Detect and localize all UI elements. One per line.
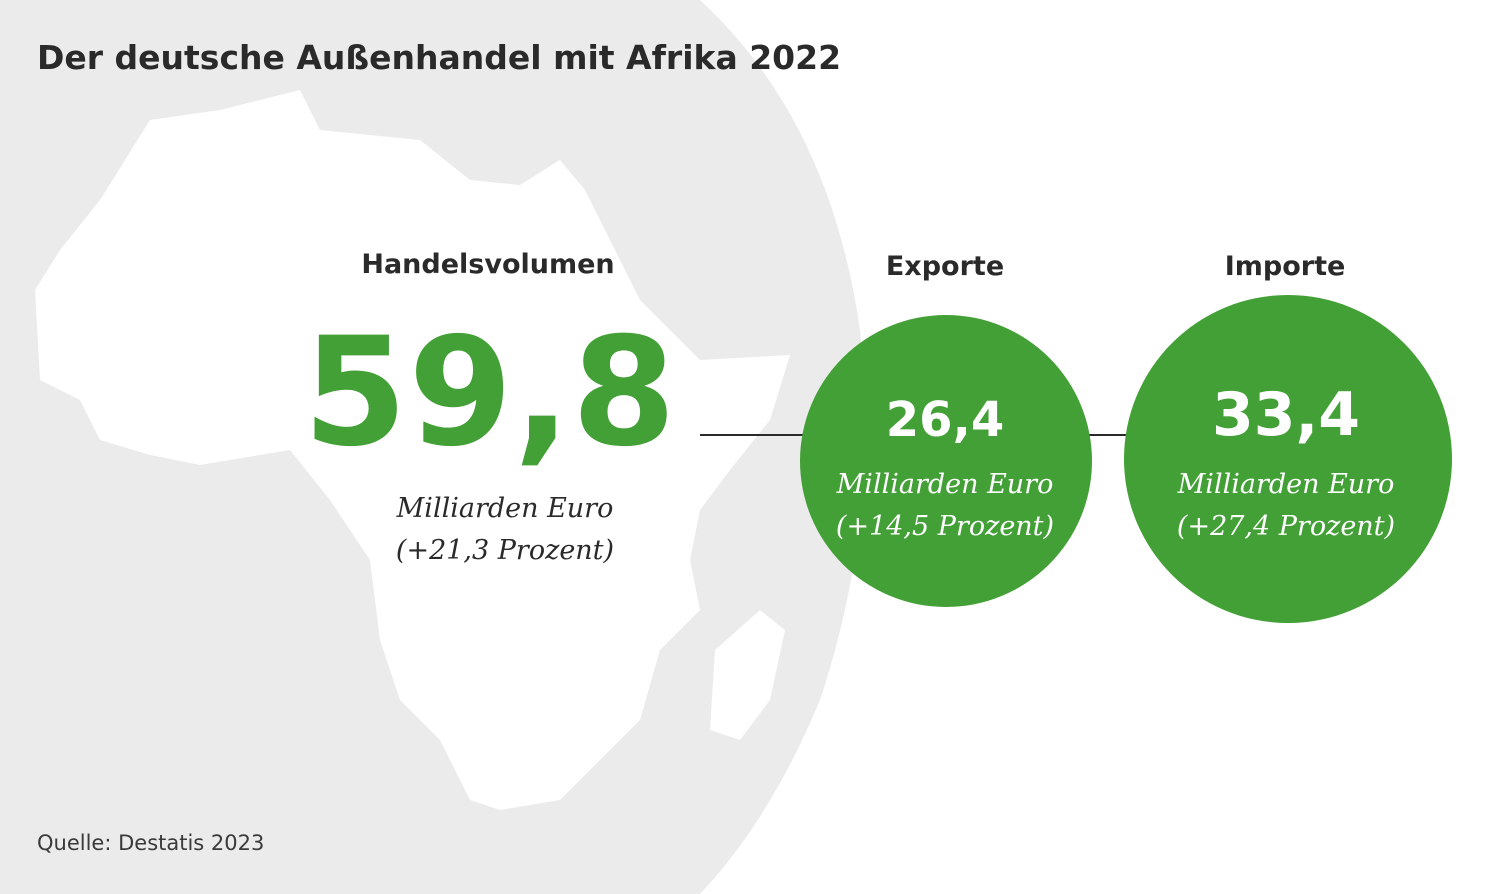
- page-title: Der deutsche Außenhandel mit Afrika 2022: [37, 38, 842, 77]
- importe-change: (+27,4 Prozent): [1176, 511, 1396, 542]
- handelsvolumen-unit: Milliarden Euro: [396, 493, 614, 524]
- handelsvolumen-change: (+21,3 Prozent): [395, 535, 615, 566]
- madagascar-shape: [710, 610, 785, 740]
- importe-circle: [1124, 295, 1452, 623]
- exporte-value: 26,4: [885, 392, 1005, 448]
- exporte-unit: Milliarden Euro: [836, 469, 1054, 500]
- connector-line-left: [700, 434, 805, 436]
- importe-value: 33,4: [1211, 380, 1361, 450]
- africa-map-icon: [35, 90, 790, 810]
- connector-line-right: [1088, 434, 1128, 436]
- exporte-circle: [800, 315, 1092, 607]
- importe-label: Importe: [1224, 251, 1346, 282]
- exporte-label: Exporte: [885, 251, 1005, 282]
- exporte-change: (+14,5 Prozent): [835, 511, 1055, 542]
- importe-unit: Milliarden Euro: [1177, 469, 1395, 500]
- source-note: Quelle: Destatis 2023: [37, 831, 265, 855]
- handelsvolumen-value: 59,8: [302, 306, 678, 480]
- handelsvolumen-label: Handelsvolumen: [361, 249, 615, 280]
